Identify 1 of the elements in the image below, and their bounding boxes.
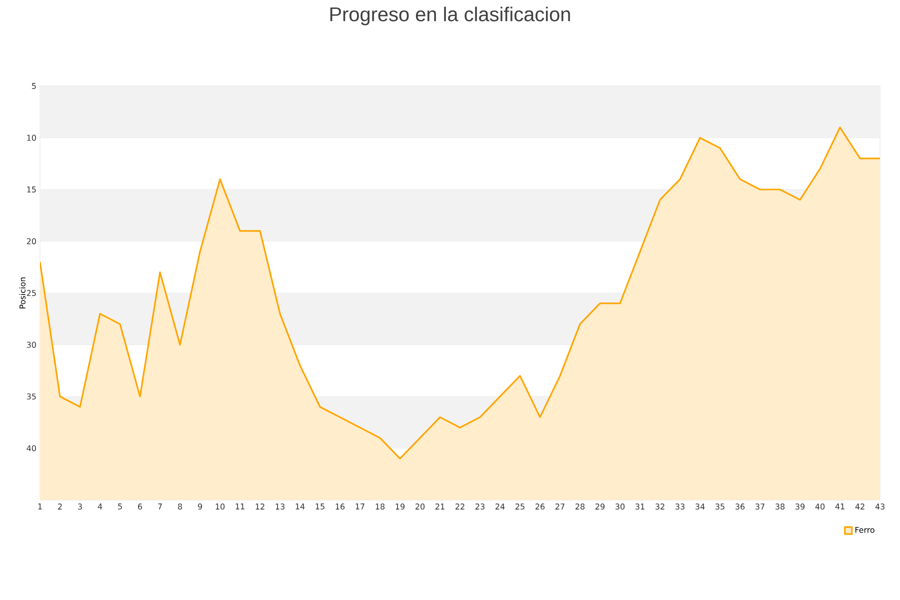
chart-title: Progreso en la clasificacion <box>330 6 570 26</box>
